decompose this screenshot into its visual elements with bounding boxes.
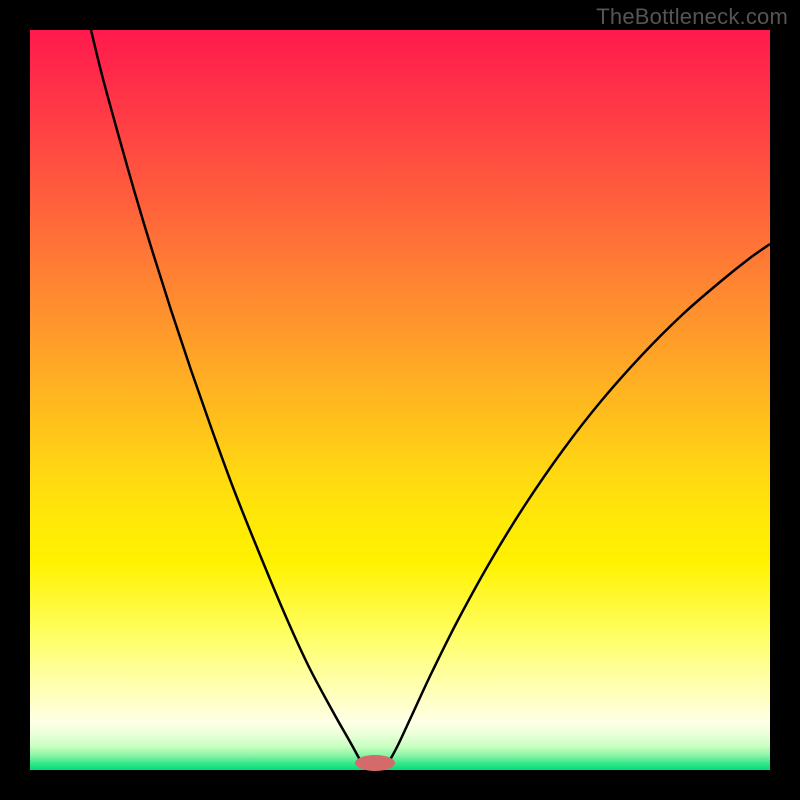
vertex-marker — [355, 755, 395, 771]
plot-gradient-background — [30, 30, 770, 770]
bottleneck-chart-svg — [0, 0, 800, 800]
chart-stage: TheBottleneck.com — [0, 0, 800, 800]
watermark-text: TheBottleneck.com — [596, 4, 788, 30]
